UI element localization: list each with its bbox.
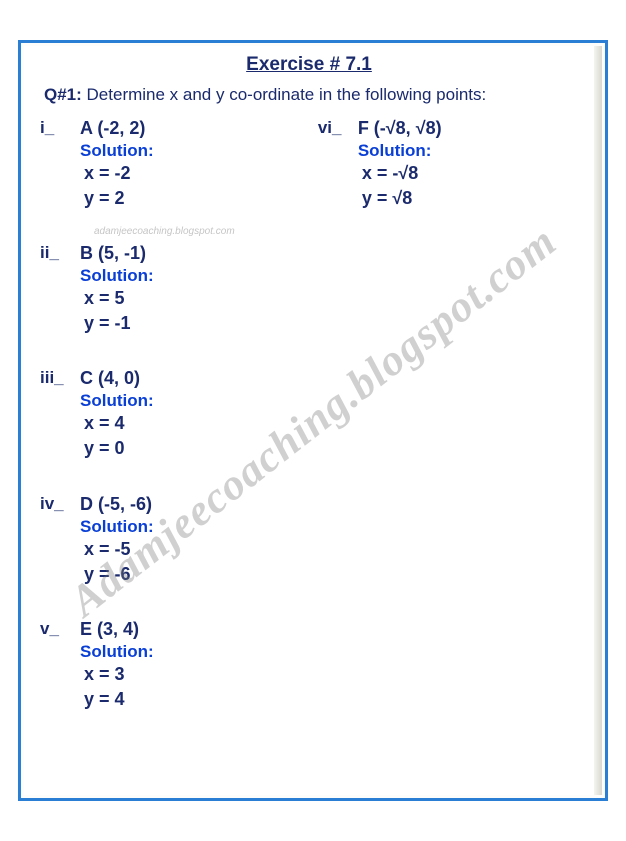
solution-label: Solution: — [80, 517, 318, 537]
worksheet-paper: Exercise # 7.1 Q#1: Determine x and y co… — [24, 46, 594, 795]
problem-iii: iii_ C (4, 0) Solution: x = 4 y = 0 — [80, 368, 318, 461]
y-value: y = -1 — [84, 311, 318, 336]
question-label: Q#1: — [44, 85, 82, 104]
problem-vi: vi_ F (-√8, √8) Solution: x = -√8 y = √8 — [358, 118, 574, 211]
problem-ii: ii_ B (5, -1) Solution: x = 5 y = -1 — [80, 243, 318, 336]
x-value: x = 4 — [84, 411, 318, 436]
roman-vi: vi_ — [318, 118, 342, 138]
point-e: E (3, 4) — [80, 619, 318, 640]
problems-columns: i_ A (-2, 2) Solution: x = -2 y = 2 ii_ … — [44, 118, 574, 745]
y-value: y = 0 — [84, 436, 318, 461]
question-prompt: Q#1: Determine x and y co-ordinate in th… — [44, 82, 574, 108]
roman-i: i_ — [40, 118, 54, 138]
x-value: x = 3 — [84, 662, 318, 687]
problem-v: v_ E (3, 4) Solution: x = 3 y = 4 — [80, 619, 318, 712]
problem-i: i_ A (-2, 2) Solution: x = -2 y = 2 — [80, 118, 318, 211]
point-a: A (-2, 2) — [80, 118, 318, 139]
solution-label: Solution: — [80, 141, 318, 161]
right-column: vi_ F (-√8, √8) Solution: x = -√8 y = √8 — [358, 118, 574, 745]
y-value: y = √8 — [362, 186, 574, 211]
exercise-title: Exercise # 7.1 — [44, 54, 574, 76]
y-value: y = -6 — [84, 562, 318, 587]
page-shadow — [594, 46, 602, 795]
x-value: x = -5 — [84, 537, 318, 562]
solution-label: Solution: — [358, 141, 574, 161]
point-f: F (-√8, √8) — [358, 118, 574, 139]
point-d: D (-5, -6) — [80, 494, 318, 515]
left-column: i_ A (-2, 2) Solution: x = -2 y = 2 ii_ … — [44, 118, 318, 745]
y-value: y = 4 — [84, 687, 318, 712]
solution-label: Solution: — [80, 391, 318, 411]
x-value: x = -√8 — [362, 161, 574, 186]
question-text: Determine x and y co-ordinate in the fol… — [87, 85, 487, 104]
solution-label: Solution: — [80, 266, 318, 286]
point-b: B (5, -1) — [80, 243, 318, 264]
roman-iii: iii_ — [40, 368, 64, 388]
solution-label: Solution: — [80, 642, 318, 662]
problem-iv: iv_ D (-5, -6) Solution: x = -5 y = -6 — [80, 494, 318, 587]
y-value: y = 2 — [84, 186, 318, 211]
roman-v: v_ — [40, 619, 59, 639]
x-value: x = -2 — [84, 161, 318, 186]
roman-iv: iv_ — [40, 494, 64, 514]
roman-ii: ii_ — [40, 243, 59, 263]
x-value: x = 5 — [84, 286, 318, 311]
small-watermark: adamjeecoaching.blogspot.com — [94, 226, 235, 237]
point-c: C (4, 0) — [80, 368, 318, 389]
